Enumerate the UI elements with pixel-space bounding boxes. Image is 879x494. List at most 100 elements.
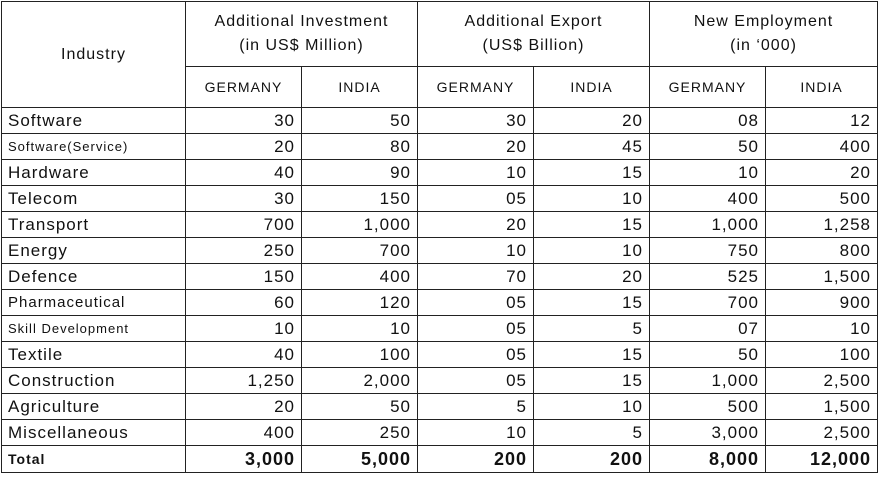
- value-cell: 05: [417, 315, 535, 342]
- value-cell: 10: [649, 159, 767, 186]
- data-row: Textile 40 100 05 15 50 100: [1, 341, 879, 368]
- value-cell: 1,000: [300, 211, 419, 238]
- value-cell: 20: [765, 159, 879, 186]
- value-cell: 2,500: [765, 367, 879, 394]
- value-cell: 10: [533, 237, 651, 264]
- data-row: Construction 1,250 2,000 05 15 1,000 2,500: [1, 367, 879, 394]
- value-cell: 50: [649, 133, 767, 160]
- value-cell: 30: [185, 185, 302, 212]
- value-cell: 10: [300, 315, 419, 342]
- value-cell: 40: [185, 341, 302, 368]
- value-cell: 15: [533, 289, 651, 316]
- value-cell: 5: [417, 393, 535, 420]
- value-cell: 120: [300, 289, 419, 316]
- value-cell: 70: [417, 263, 535, 290]
- country-header: GERMANY: [185, 66, 302, 108]
- value-cell: 500: [765, 185, 879, 212]
- value-cell: 525: [649, 263, 767, 290]
- value-cell: 100: [765, 341, 879, 368]
- table-body: Software 30 50 30 20 08 12 Software(Service) 20 8…: [1, 107, 879, 473]
- value-cell: 150: [300, 185, 419, 212]
- industry-name: Hardware: [1, 159, 186, 186]
- data-row: Software 30 50 30 20 08 12: [1, 107, 879, 134]
- data-row: Software(Service) 20 80 20 45 50 400: [1, 133, 879, 160]
- value-cell: 5: [533, 315, 651, 342]
- value-cell: 5: [533, 419, 651, 446]
- value-cell: 08: [649, 107, 767, 134]
- value-cell: 15: [533, 341, 651, 368]
- value-cell: 1,000: [649, 211, 767, 238]
- value-cell: 3,000: [649, 419, 767, 446]
- industry-name: Textile: [1, 341, 186, 368]
- value-cell: 400: [300, 263, 419, 290]
- value-cell: 900: [765, 289, 879, 316]
- country-header: GERMANY: [417, 66, 535, 108]
- value-cell: 20: [417, 133, 535, 160]
- header-row: GERMANY INDIA GERMANY INDIA GERMANY INDIA: [2, 66, 879, 108]
- value-cell: 90: [300, 159, 419, 186]
- value-cell: 10: [533, 393, 651, 420]
- value-cell: 150: [185, 263, 302, 290]
- value-cell: 1,500: [765, 263, 879, 290]
- data-row: Telecom 30 150 05 10 400 500: [1, 185, 879, 212]
- group-unit: (in ‘000): [730, 37, 797, 54]
- industry-name: Energy: [1, 237, 186, 264]
- total-value: 8,000: [649, 445, 767, 473]
- value-cell: 20: [417, 211, 535, 238]
- total-value: 5,000: [300, 445, 419, 473]
- value-cell: 400: [185, 419, 302, 446]
- value-cell: 05: [417, 185, 535, 212]
- group-unit: (in US$ Million): [239, 37, 364, 54]
- value-cell: 1,258: [765, 211, 879, 238]
- value-cell: 400: [649, 185, 767, 212]
- value-cell: 500: [649, 393, 767, 420]
- country-header: GERMANY: [649, 66, 767, 108]
- total-value: 12,000: [765, 445, 879, 473]
- value-cell: 12: [765, 107, 879, 134]
- industry-name: Defence: [1, 263, 186, 290]
- value-cell: 50: [300, 393, 419, 420]
- value-cell: 1,250: [185, 367, 302, 394]
- total-value: 3,000: [185, 445, 302, 473]
- group-header: New Employment (in ‘000): [649, 1, 879, 67]
- value-cell: 50: [300, 107, 419, 134]
- value-cell: 100: [300, 341, 419, 368]
- value-cell: 10: [533, 185, 651, 212]
- table-head: Industry Additional Investment (in US$ Mil…: [1, 1, 879, 108]
- value-cell: 15: [533, 159, 651, 186]
- value-cell: 15: [533, 211, 651, 238]
- value-cell: 60: [185, 289, 302, 316]
- industry-name: Skill Development: [1, 315, 186, 342]
- value-cell: 05: [417, 367, 535, 394]
- value-cell: 05: [417, 289, 535, 316]
- group-title: Additional Investment: [214, 13, 389, 30]
- industry-header: Industry: [1, 1, 186, 108]
- value-cell: 20: [185, 393, 302, 420]
- value-cell: 07: [649, 315, 767, 342]
- group-header: Additional Investment (in US$ Million): [184, 1, 419, 67]
- total-value: 200: [533, 445, 651, 473]
- group-header: Additional Export (US$ Billion): [417, 1, 651, 67]
- data-row: Energy 250 700 10 10 750 800: [1, 237, 879, 264]
- group-unit: (US$ Billion): [482, 37, 585, 54]
- value-cell: 400: [765, 133, 879, 160]
- value-cell: 20: [533, 263, 651, 290]
- industry-name: Agriculture: [1, 393, 186, 420]
- total-value: 200: [417, 445, 535, 473]
- industry-name: Telecom: [1, 185, 186, 212]
- value-cell: 2,500: [765, 419, 879, 446]
- group-title: New Employment: [693, 13, 834, 30]
- value-cell: 15: [533, 367, 651, 394]
- data-row: Hardware 40 90 10 15 10 20: [1, 159, 879, 186]
- value-cell: 20: [185, 133, 302, 160]
- country-header: INDIA: [300, 66, 419, 108]
- industry-name: Miscellaneous: [1, 419, 186, 446]
- value-cell: 700: [300, 237, 419, 264]
- value-cell: 40: [185, 159, 302, 186]
- data-row: Miscellaneous 400 250 10 5 3,000 2,500: [1, 419, 879, 446]
- country-header: INDIA: [765, 66, 879, 108]
- value-cell: 10: [417, 159, 535, 186]
- industry-name: Software: [1, 107, 186, 134]
- data-table: Industry Additional Investment (in US$ Mil…: [1, 1, 879, 473]
